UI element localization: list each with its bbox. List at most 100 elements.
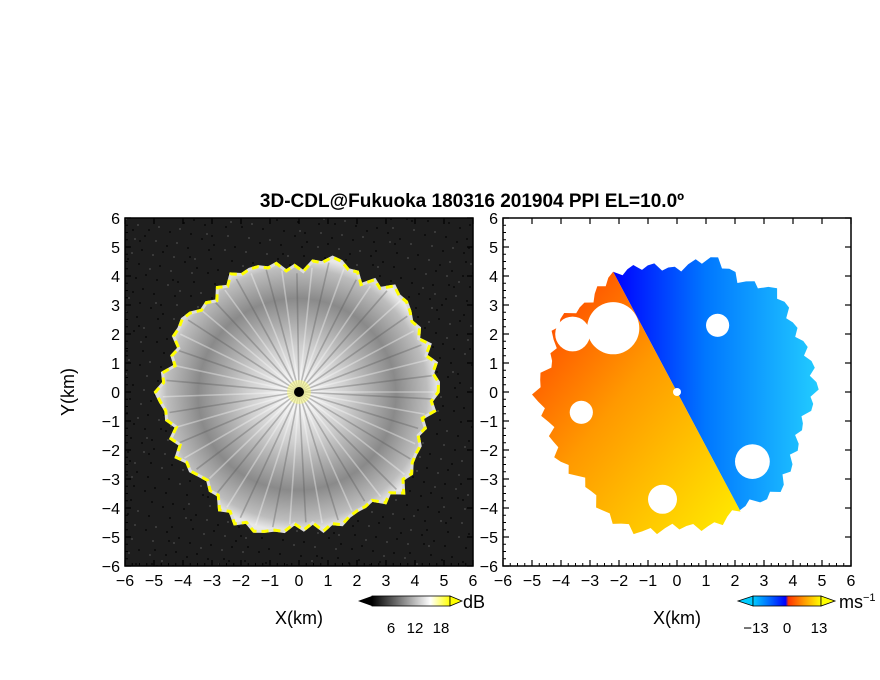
left-noise-pixel [470, 263, 472, 265]
left-noise-pixel [424, 520, 426, 522]
left-noise-pixel [156, 279, 158, 281]
left-noise-pixel [470, 387, 472, 389]
left-noise-pixel [228, 560, 230, 562]
left-noise-pixel [317, 532, 319, 534]
left-noise-pixel [436, 433, 438, 435]
left-radial-streak [202, 310, 300, 393]
left-noise-pixel [372, 264, 374, 266]
left-noise-pixel [423, 481, 425, 483]
left-noise-pixel [154, 487, 156, 489]
left-y-tick-label: −1 [102, 414, 120, 431]
left-noise-pixel [449, 323, 451, 325]
left-radial-streak [298, 262, 330, 393]
left-noise-pixel [433, 540, 435, 542]
left-noise-pixel [422, 287, 424, 289]
left-noise-pixel [427, 220, 429, 222]
right-no-data-patch [735, 444, 770, 479]
left-noise-pixel [217, 269, 219, 271]
left-noise-pixel [189, 256, 191, 258]
left-noise-pixel [135, 277, 137, 279]
left-noise-pixel [448, 284, 450, 286]
right-y-tick-label: −3 [480, 472, 498, 489]
right-approaching-velocity-region [613, 257, 819, 511]
left-radial-streak [226, 391, 300, 508]
right-no-data-patch [587, 302, 640, 355]
left-noise-pixel [446, 275, 448, 277]
left-radial-streak [224, 289, 300, 393]
left-noise-pixel [144, 490, 146, 492]
left-noise-pixel [413, 229, 415, 231]
left-noise-pixel [446, 430, 448, 432]
left-noise-pixel [348, 562, 350, 564]
left-noise-pixel [167, 439, 169, 441]
left-noise-pixel [209, 505, 211, 507]
left-noise-pixel [194, 258, 196, 260]
left-noise-pixel [141, 249, 143, 251]
left-noise-pixel [240, 535, 242, 537]
left-noise-pixel [451, 556, 453, 558]
left-noise-pixel [190, 295, 192, 297]
left-noise-pixel [438, 511, 440, 513]
left-noise-pixel [392, 513, 394, 515]
left-noise-pixel [126, 474, 128, 476]
left-radial-streak [298, 391, 432, 400]
left-noise-pixel [224, 535, 226, 537]
left-noise-pixel [331, 237, 333, 239]
left-noise-pixel [143, 389, 145, 391]
left-noise-pixel [153, 293, 155, 295]
left-radial-streak [176, 391, 300, 428]
left-noise-pixel [453, 348, 455, 350]
left-y-tick-label: 0 [111, 385, 120, 402]
left-noise-pixel [159, 265, 161, 267]
left-noise-pixel [333, 532, 335, 534]
left-noise-pixel [424, 234, 426, 236]
left-noise-pixel [139, 302, 141, 304]
left-noise-pixel [465, 547, 467, 549]
left-noise-pixel [427, 506, 429, 508]
right-y-tick-label: −2 [480, 443, 498, 460]
left-noise-pixel [286, 564, 288, 566]
left-noise-pixel [221, 549, 223, 551]
left-noise-pixel [196, 267, 198, 269]
left-noise-pixel [125, 373, 127, 375]
left-y-tick-label: −6 [102, 559, 120, 576]
left-noise-pixel [406, 218, 408, 220]
left-x-tick-label: 2 [353, 573, 362, 590]
left-noise-pixel [317, 246, 319, 248]
left-noise-pixel [467, 494, 469, 496]
left-noise-pixel [459, 382, 461, 384]
left-noise-pixel [231, 260, 233, 262]
left-noise-pixel [400, 532, 402, 534]
left-noise-pixel [417, 509, 419, 511]
left-radial-streak [298, 391, 366, 502]
left-noise-pixel [456, 334, 458, 336]
left-radial-streak [298, 359, 428, 393]
left-noise-pixel [245, 251, 247, 253]
left-noise-pixel [258, 551, 260, 553]
left-noise-pixel [376, 227, 378, 229]
right-y-tick-label: −6 [480, 559, 498, 576]
left-noise-pixel [404, 557, 406, 559]
left-noise-pixel [454, 449, 456, 451]
left-noise-pixel [207, 558, 209, 560]
left-noise-pixel [442, 405, 444, 407]
db-colorbar-high-arrow [449, 595, 464, 607]
left-noise-pixel [442, 343, 444, 345]
left-x-tick-label: −3 [203, 573, 221, 590]
left-x-axis-label: X(km) [275, 608, 323, 628]
left-noise-pixel [410, 529, 412, 531]
left-x-tick-label: 6 [469, 573, 478, 590]
left-noise-pixel [430, 554, 432, 556]
left-noise-pixel [437, 410, 439, 412]
left-radial-streak [209, 391, 300, 479]
velocity-colorbar-tick-13: 13 [811, 620, 828, 637]
left-noise-pixel [148, 515, 150, 517]
left-y-tick-label: −2 [102, 443, 120, 460]
left-noise-pixel [130, 499, 132, 501]
left-noise-pixel [335, 548, 337, 550]
left-radial-streak [298, 285, 371, 393]
left-radial-streak [298, 391, 323, 524]
left-noise-pixel [213, 244, 215, 246]
right-panel: −6−6 −5 −5 −4 −4 −3 −3 −2 −2 −1 −1 0 0 1 1 2 2 3 3 4 4 5 5 6 6 X… [480, 211, 856, 628]
left-axis-ticks: −6−6 −5 −5 −4 −4 −3 −3 −2 −2 −1 −1 0 0 1 1 2 2 3 3 4 4 5 5 6 6 [102, 211, 478, 590]
